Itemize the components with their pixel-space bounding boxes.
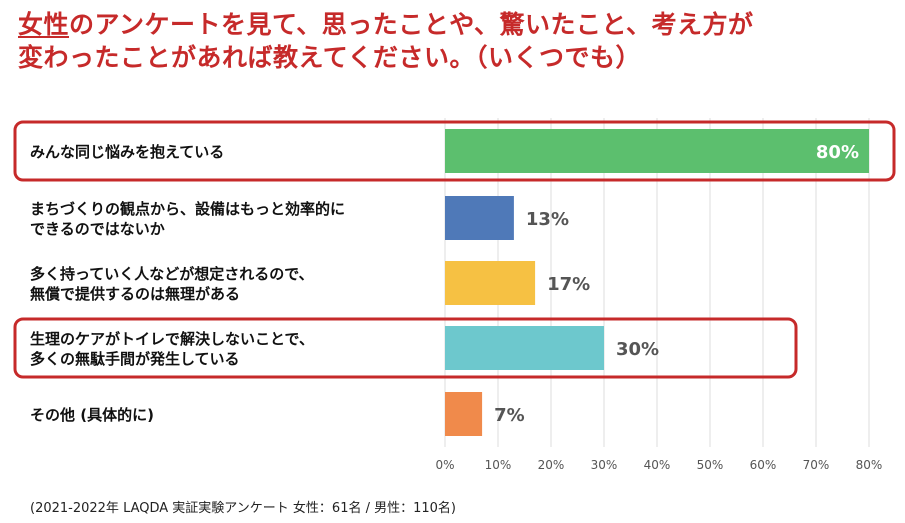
title-line1: のアンケートを見て、思ったことや、驚いたこと、考え方が [69,10,754,39]
x-tick-label: 40% [644,458,671,472]
value-label: 13% [526,209,569,230]
x-tick-label: 0% [435,458,454,472]
x-tick-label: 30% [591,458,618,472]
highlight-box [13,317,798,379]
bar [445,129,869,173]
bar [445,326,604,370]
category-label: 多くの無駄手間が発生している [30,350,240,368]
bar [445,392,483,436]
value-label: 17% [547,274,590,295]
value-label: 7% [494,405,525,426]
title-line2: 変わったことがあれば教えてください。（いくつでも） [18,43,642,72]
category-label: 多く持っていく人などが想定されるので、 [30,265,314,283]
category-label: その他 (具体的に) [30,406,154,424]
x-tick-label: 50% [697,458,724,472]
bar-chart: 0% 10% 20% 30% 40% 50% 60% 70% 80% みんな同じ悩みを抱えている 8… [13,118,896,472]
footnote: (2021-2022年 LAQDA 実証実験アンケート 女性：61名 / 男性：… [30,501,456,516]
x-tick-label: 60% [750,458,777,472]
value-label: 80% [816,142,859,163]
category-label: できるのではないか [30,220,165,238]
category-label: 無償で提供するのは無理がある [30,285,240,303]
bar [445,196,514,240]
x-tick-label: 10% [485,458,512,472]
category-label: みんな同じ悩みを抱えている [30,143,224,161]
value-label: 30% [616,339,659,360]
x-tick-label: 20% [538,458,565,472]
highlight-box [13,120,896,182]
bar [445,261,536,305]
x-tick-label: 80% [856,458,883,472]
category-label: まちづくりの観点から、設備はもっと効率的に [30,200,345,218]
chart-title: 女性のアンケートを見て、思ったことや、驚いたこと、考え方が 変わったことがあれば… [18,8,898,74]
title-underlined-word: 女性 [18,10,70,39]
x-tick-label: 70% [803,458,830,472]
category-label: 生理のケアがトイレで解決しないことで、 [30,330,314,348]
